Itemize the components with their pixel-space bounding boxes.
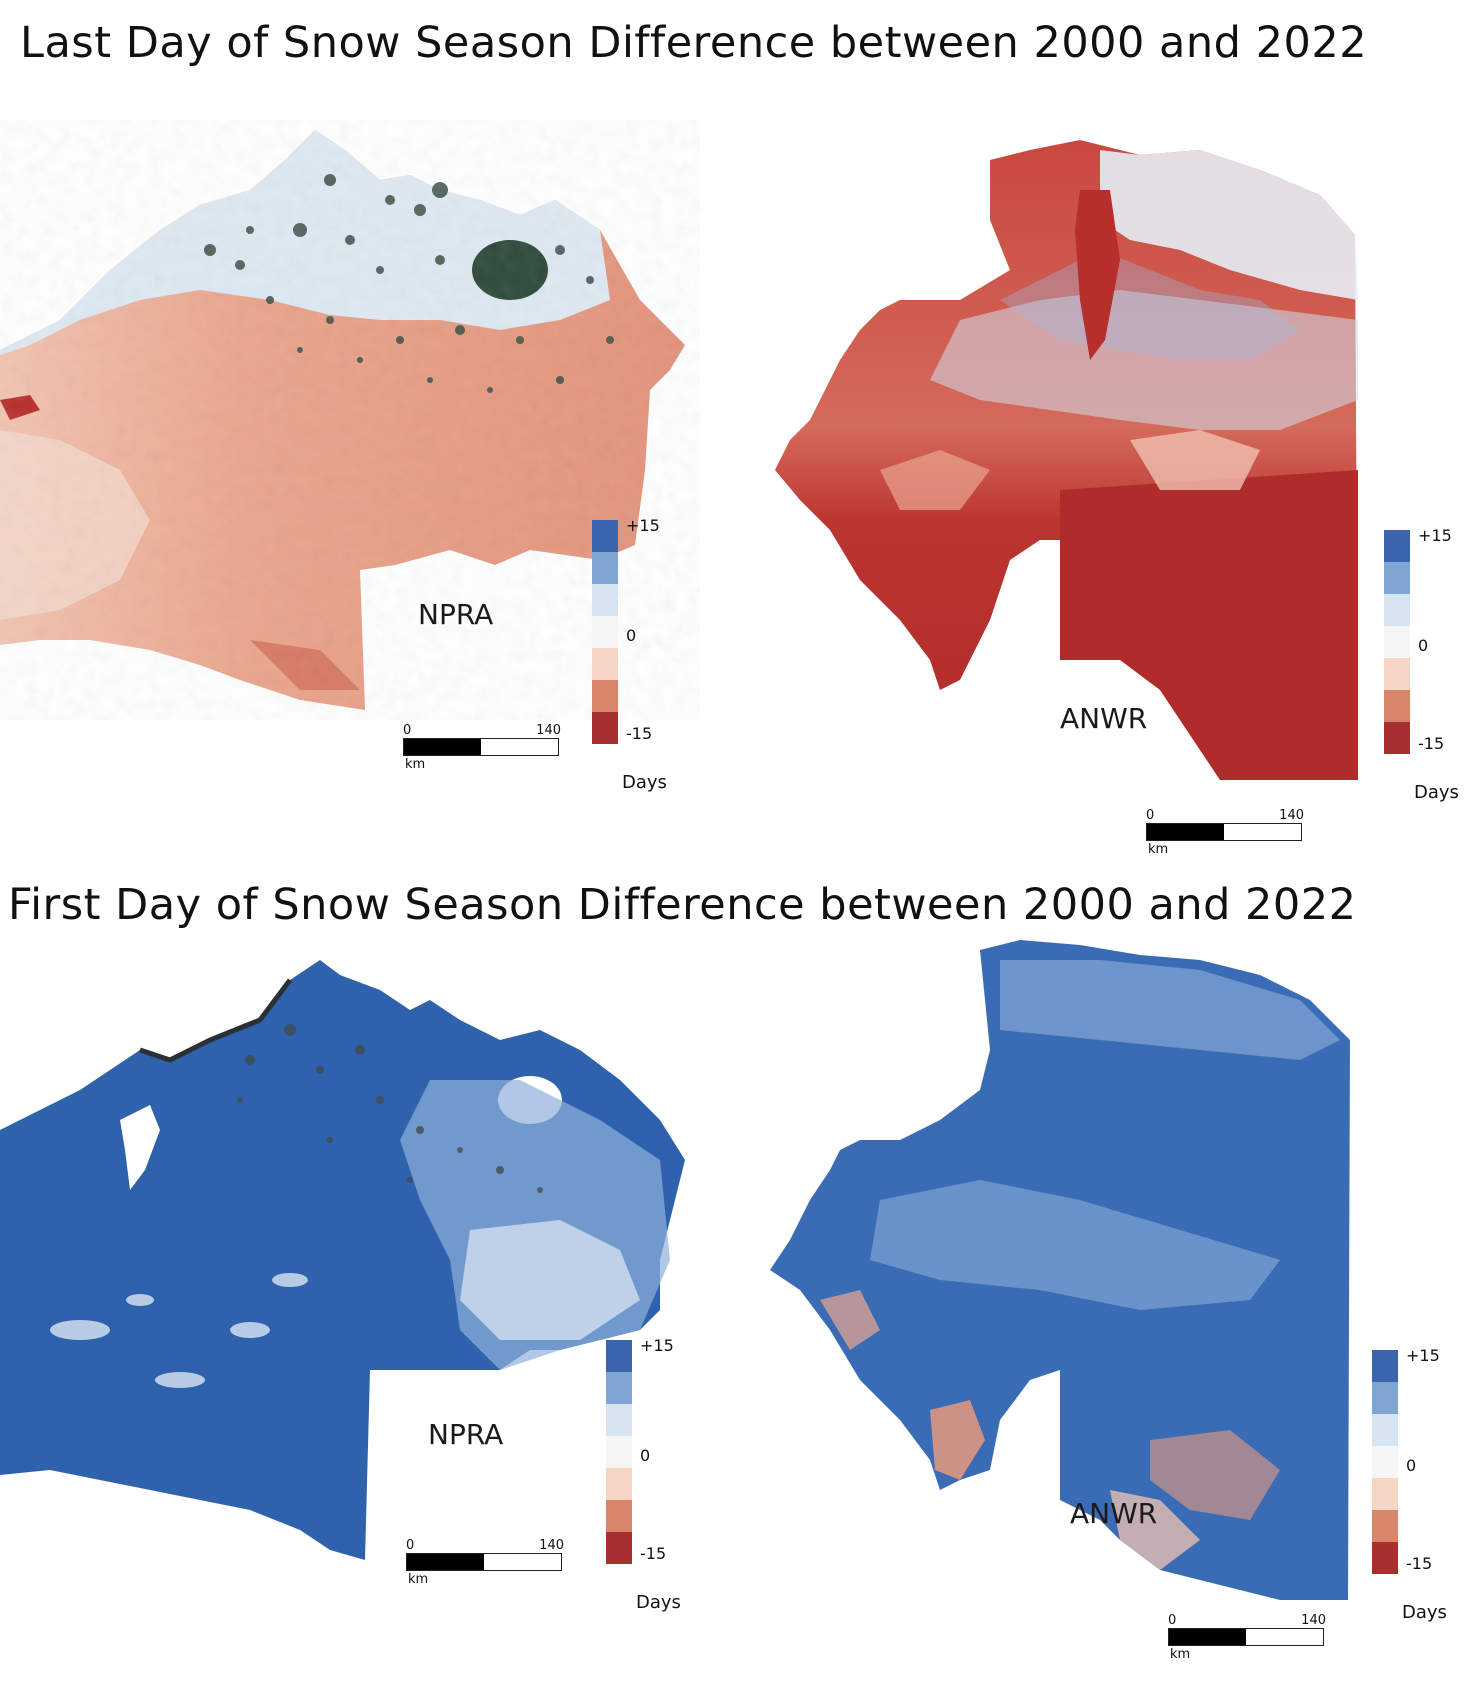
legend-swatch	[1384, 626, 1410, 658]
legend: +15 0 -15 Days	[592, 516, 702, 793]
legend-swatch	[606, 1340, 632, 1372]
legend: +15 0 -15 Days	[1372, 1346, 1468, 1623]
legend-swatch	[606, 1468, 632, 1500]
npra-last-coastal-band	[0, 130, 610, 355]
legend-swatch	[1372, 1382, 1398, 1414]
legend-zero-label: 0	[626, 626, 637, 645]
scale-bar-graphic	[406, 1553, 562, 1571]
title-last-day: Last Day of Snow Season Difference betwe…	[20, 18, 1368, 68]
legend-unit: Days	[622, 772, 667, 793]
npra-first-day-map	[0, 960, 685, 1560]
legend-swatch	[592, 584, 618, 616]
scale-bar-unit: km	[1170, 1647, 1191, 1662]
legend-min-label: -15	[640, 1544, 667, 1563]
npra-last-day-map	[0, 130, 685, 710]
scale-bar: 0 140 km	[1168, 1613, 1326, 1662]
region-label-anwr-bottom: ANWR	[1070, 1497, 1158, 1530]
scale-bar: 0 140 km	[406, 1538, 564, 1587]
legend-zero-label: 0	[640, 1446, 651, 1465]
legend-swatch	[606, 1436, 632, 1468]
scale-bar-unit: km	[1148, 842, 1169, 857]
scale-bar: 0 140 km	[1146, 808, 1304, 857]
scale-bar-graphic	[403, 738, 559, 756]
legend-swatch	[1384, 690, 1410, 722]
legend-unit: Days	[636, 1592, 681, 1613]
legend-max-label: +15	[1418, 526, 1452, 545]
legend-max-label: +15	[1406, 1346, 1440, 1365]
scale-bar-start: 0	[403, 723, 412, 738]
legend-swatch	[1372, 1510, 1398, 1542]
anwr-first-day-map	[770, 940, 1350, 1600]
legend-max-label: +15	[626, 516, 660, 535]
legend-swatch	[592, 616, 618, 648]
legend-swatch	[1384, 722, 1410, 754]
legend-swatch	[1384, 594, 1410, 626]
anwr-last-day-map	[775, 140, 1358, 780]
scale-bar-start: 0	[1168, 1613, 1177, 1628]
scale-bar-unit: km	[405, 757, 426, 772]
legend-min-label: -15	[626, 724, 653, 743]
region-label-npra-top: NPRA	[418, 598, 494, 631]
legend-swatch	[606, 1532, 632, 1564]
legend-unit: Days	[1402, 1602, 1447, 1623]
scale-bar-end: 140	[1301, 1613, 1326, 1628]
legend-zero-label: 0	[1418, 636, 1429, 655]
legend: +15 0 -15 Days	[606, 1336, 716, 1613]
scale-bar-end: 140	[536, 723, 561, 738]
legend-min-label: -15	[1418, 734, 1445, 753]
legend-swatch	[1372, 1478, 1398, 1510]
legend-zero-label: 0	[1406, 1456, 1417, 1475]
legend-swatch	[1384, 530, 1410, 562]
scale-bar-start: 0	[406, 1538, 415, 1553]
legend-min-label: -15	[1406, 1554, 1433, 1573]
title-first-day: First Day of Snow Season Difference betw…	[8, 880, 1357, 930]
legend-swatch	[592, 712, 618, 744]
legend-swatch	[606, 1500, 632, 1532]
region-label-npra-bottom: NPRA	[428, 1418, 504, 1451]
scale-bar: 0 140 km	[403, 723, 561, 772]
legend-swatch	[1372, 1350, 1398, 1382]
scale-bar-graphic	[1168, 1628, 1324, 1646]
legend-max-label: +15	[640, 1336, 674, 1355]
legend-unit: Days	[1414, 782, 1459, 803]
legend-swatch	[592, 648, 618, 680]
legend-swatch	[1384, 562, 1410, 594]
legend-swatch	[592, 552, 618, 584]
scale-bar-end: 140	[539, 1538, 564, 1553]
scale-bar-graphic	[1146, 823, 1302, 841]
legend-swatch	[1372, 1414, 1398, 1446]
scale-bar-unit: km	[408, 1572, 429, 1587]
scale-bar-end: 140	[1279, 808, 1304, 823]
legend-swatch	[1372, 1542, 1398, 1574]
legend-swatch	[1372, 1446, 1398, 1478]
legend-swatch	[592, 680, 618, 712]
scale-bar-start: 0	[1146, 808, 1155, 823]
legend-swatch	[606, 1404, 632, 1436]
region-label-anwr-top: ANWR	[1060, 702, 1148, 735]
legend-swatch	[606, 1372, 632, 1404]
legend: +15 0 -15 Days	[1384, 526, 1468, 803]
legend-swatch	[592, 520, 618, 552]
legend-swatch	[1384, 658, 1410, 690]
